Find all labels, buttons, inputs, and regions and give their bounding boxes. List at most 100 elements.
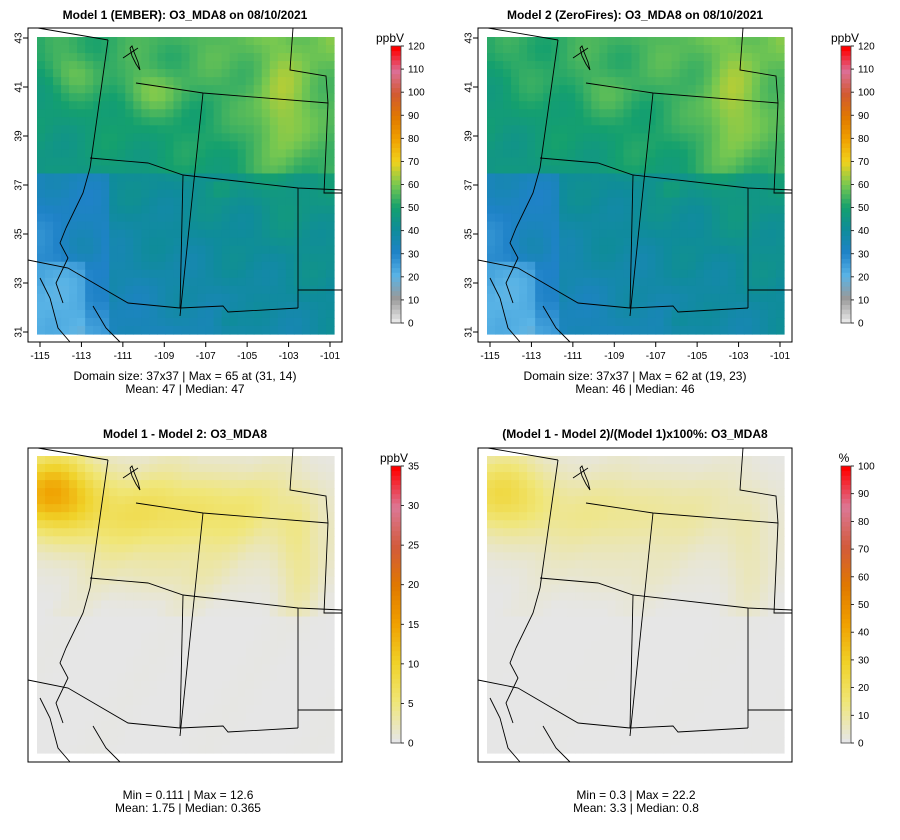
grid-cell [229, 269, 239, 279]
grid-cell [109, 109, 118, 118]
grid-cell [511, 504, 520, 513]
grid-cell [719, 53, 729, 62]
axes: -115 -113 -111 -109 -107 -105 -103 -10131333537… [14, 32, 341, 362]
grid-cell [583, 488, 592, 497]
grid-cell [671, 325, 681, 335]
grid-cell [77, 109, 86, 118]
grid-cell [205, 141, 215, 150]
grid-cell [519, 253, 528, 263]
grid-cell [37, 664, 46, 674]
grid-cell [301, 53, 311, 62]
grid-cell [527, 488, 536, 497]
grid-cell [527, 229, 536, 239]
grid-cell [679, 181, 689, 191]
grid-cell [181, 744, 191, 754]
grid-cell [133, 181, 142, 191]
grid-cell [261, 560, 271, 569]
grid-cell [149, 149, 159, 159]
grid-cell [535, 229, 544, 239]
grid-cell [269, 680, 279, 690]
grid-cell [149, 277, 159, 287]
grid-cell [543, 560, 552, 569]
grid-cell [277, 648, 287, 658]
grid-cell [133, 205, 142, 215]
grid-cell [695, 181, 705, 191]
grid-cell [647, 496, 657, 505]
grid-cell [189, 261, 199, 271]
grid-cell [237, 45, 247, 54]
grid-cell [197, 688, 207, 698]
grid-cell [615, 93, 625, 102]
grid-cell [317, 712, 327, 722]
grid-cell [101, 640, 110, 650]
grid-cell [567, 560, 576, 569]
grid-cell [37, 472, 46, 481]
grid-cell [575, 237, 584, 247]
grid-cell [149, 133, 159, 142]
grid-cell [133, 480, 142, 489]
grid-cell [487, 229, 496, 239]
grid-cell [719, 472, 729, 481]
grid-cell [277, 173, 287, 183]
panel-difference: Model 1 - Model 2: O3_MDA8 0510152025303… [27, 427, 420, 815]
grid-cell [495, 157, 504, 167]
grid-cell [149, 672, 159, 682]
grid-cell [205, 688, 215, 698]
grid-cell [325, 664, 335, 674]
grid-cell [567, 37, 576, 46]
legend-swatch [841, 55, 851, 61]
grid-cell [607, 141, 617, 150]
legend-tick-label: 100 [408, 88, 425, 99]
grid-cell [141, 85, 150, 94]
grid-cell [487, 560, 496, 569]
grid-cell [45, 101, 54, 110]
grid-cell [61, 560, 70, 569]
grid-cell [53, 568, 62, 578]
legend-swatch [841, 299, 851, 306]
grid-cell [253, 680, 263, 690]
grid-cell [567, 85, 576, 94]
grid-cell [687, 205, 697, 215]
grid-cell [261, 301, 271, 311]
grid-cell [599, 149, 609, 159]
grid-cell [655, 520, 665, 529]
grid-cell [109, 496, 118, 505]
grid-cell [711, 205, 721, 215]
grid-cell [679, 197, 689, 207]
grid-cell [109, 285, 118, 295]
grid-cell [245, 720, 255, 730]
grid-cell [77, 688, 86, 698]
grid-cell [575, 544, 584, 553]
map-area [27, 27, 343, 343]
grid-cell [495, 141, 504, 150]
grid-cell [221, 528, 231, 537]
grid-cell [301, 672, 311, 682]
grid-cell [309, 544, 319, 553]
grid-cell [647, 133, 657, 142]
grid-cell [511, 37, 520, 46]
grid-cell [535, 237, 544, 247]
grid-cell [631, 125, 641, 134]
grid-cell [69, 592, 78, 602]
grid-cell [149, 736, 159, 746]
grid-cell [293, 520, 303, 529]
grid-cell [261, 229, 271, 239]
grid-cell [37, 552, 46, 561]
grid-cell [527, 133, 536, 142]
grid-cell [575, 173, 584, 183]
grid-cell [631, 157, 641, 167]
grid-cell [639, 149, 649, 159]
grid-cell [165, 680, 175, 690]
grid-cell [117, 53, 126, 62]
grid-cell [261, 317, 271, 327]
legend-swatch [841, 286, 851, 292]
grid-cell [93, 253, 102, 263]
grid-cell [615, 512, 625, 521]
grid-cell [317, 560, 327, 569]
grid-cell [101, 109, 110, 118]
grid-cell [117, 165, 126, 175]
grid-cell [85, 77, 94, 86]
grid-cell [285, 101, 295, 110]
grid-cell [69, 37, 78, 46]
grid-cell [551, 277, 560, 287]
